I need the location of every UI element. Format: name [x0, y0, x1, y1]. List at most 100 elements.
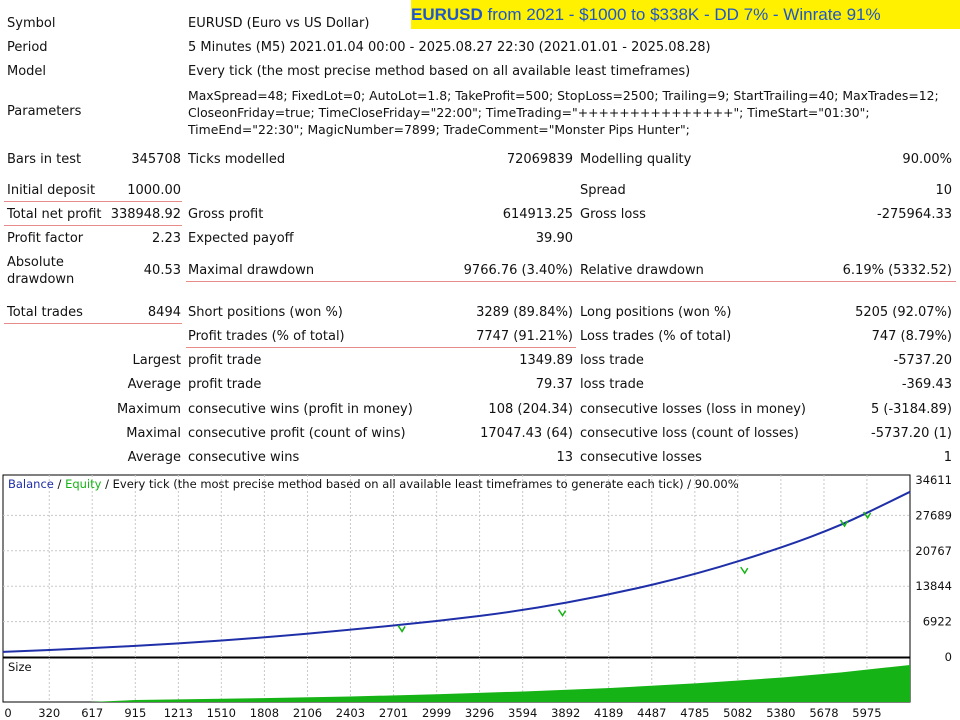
- equity-dip: [557, 609, 567, 617]
- maximum-label: Maximum: [116, 402, 181, 417]
- deposit-value: 1000.00: [127, 183, 181, 198]
- x-tick-label: 4189: [594, 706, 623, 720]
- x-tick-label: 0: [4, 706, 11, 720]
- short-positions-label: Short positions (won %): [188, 305, 343, 320]
- x-tick-label: 2999: [422, 706, 451, 720]
- y-tick-label: 6922: [923, 615, 952, 629]
- average-consecutive-wins-label: consecutive wins: [188, 450, 300, 465]
- gross-profit-value: 614913.25: [502, 207, 573, 222]
- x-tick-label: 5678: [809, 706, 838, 720]
- x-tick-label: 3296: [465, 706, 494, 720]
- parameters-line-3: TimeEnd="22:30"; MagicNumber=7899; Trade…: [188, 122, 690, 137]
- legend-balance: Balance: [8, 477, 54, 491]
- y-tick-label: 13844: [915, 579, 952, 593]
- profit-factor-value: 2.23: [152, 231, 181, 246]
- parameters-line-2: CloseonFriday=true; TimeCloseFriday="22:…: [188, 105, 870, 120]
- x-tick-label: 5975: [852, 706, 881, 720]
- parameters-label: Parameters: [7, 104, 82, 119]
- banner-symbol: EURUSD: [411, 5, 483, 24]
- absolute-drawdown-value: 40.53: [143, 263, 181, 278]
- chart-legend: Balance / Equity / Every tick (the most …: [8, 477, 739, 491]
- maximal-consecutive-loss-value: -5737.20 (1): [871, 426, 952, 441]
- bars-value: 345708: [131, 152, 181, 167]
- period-label: Period: [7, 40, 48, 55]
- net-profit-value: 338948.92: [110, 207, 181, 222]
- drawdown-underline: [186, 281, 956, 282]
- average-loss-value: -369.43: [901, 377, 952, 392]
- period-value: 5 Minutes (M5) 2021.01.04 00:00 - 2025.0…: [188, 40, 711, 55]
- long-positions-label: Long positions (won %): [580, 305, 732, 320]
- ticks-label: Ticks modelled: [188, 152, 286, 167]
- deposit-underline: [4, 201, 182, 202]
- x-tick-label: 2403: [336, 706, 365, 720]
- deposit-label: Initial deposit: [7, 183, 96, 198]
- size-area: [3, 664, 910, 702]
- maximal-consecutive-profit-label: consecutive profit (count of wins): [188, 426, 406, 441]
- total-trades-underline: [4, 323, 182, 324]
- x-tick-label: 915: [124, 706, 146, 720]
- title-banner: EURUSD from 2021 - $1000 to $338K - DD 7…: [411, 0, 960, 29]
- y-tick-label: 27689: [915, 508, 952, 522]
- equity-dip: [397, 625, 406, 633]
- x-tick-label: 4785: [680, 706, 709, 720]
- y-tick-label: 20767: [915, 544, 952, 558]
- net-profit-label: Total net profit: [7, 207, 102, 222]
- largest-profit-label: profit trade: [188, 353, 262, 368]
- chart-lines: [2, 490, 911, 653]
- average-label: Average: [127, 377, 181, 392]
- maximal-drawdown-label: Maximal drawdown: [188, 263, 315, 278]
- expected-payoff-value: 39.90: [535, 231, 573, 246]
- maximal-consecutive-profit-value: 17047.43 (64): [480, 426, 573, 441]
- legend-separator: /: [54, 477, 65, 491]
- y-tick-label: 34611: [915, 473, 952, 487]
- legend-description: / Every tick (the most precise method ba…: [101, 477, 738, 491]
- absolute-drawdown-label-1: Absolute: [7, 255, 64, 270]
- x-tick-label: 617: [81, 706, 103, 720]
- x-tick-label: 5082: [723, 706, 752, 720]
- average-consecutive-label: Average: [127, 450, 181, 465]
- y-axis-labels: 34611 27689 20767 13844 6922 0: [915, 473, 952, 664]
- maximal-drawdown-value: 9766.76 (3.40%): [463, 263, 573, 278]
- equity-dip: [740, 566, 749, 575]
- relative-drawdown-label: Relative drawdown: [580, 263, 704, 278]
- spread-value: 10: [935, 183, 952, 198]
- bars-label: Bars in test: [7, 152, 82, 167]
- average-profit-value: 79.37: [535, 377, 573, 392]
- model-value: Every tick (the most precise method base…: [188, 64, 691, 79]
- largest-loss-label: loss trade: [580, 353, 644, 368]
- absolute-drawdown-label-2: drawdown: [7, 272, 75, 287]
- symbol-value: EURUSD (Euro vs US Dollar): [188, 16, 370, 31]
- maximal-consecutive-loss-label: consecutive loss (count of losses): [580, 426, 799, 441]
- profit-trades-value: 7747 (91.21%): [476, 329, 573, 344]
- max-consecutive-wins-label: consecutive wins (profit in money): [188, 402, 413, 417]
- average-consecutive-wins-value: 13: [556, 450, 573, 465]
- profit-trades-underline: [186, 347, 576, 348]
- average-consecutive-losses-value: 1: [943, 450, 952, 465]
- x-tick-label: 4487: [637, 706, 666, 720]
- balance-line: [2, 490, 911, 653]
- symbol-label: Symbol: [7, 16, 56, 31]
- total-trades-value: 8494: [147, 305, 181, 320]
- equity-dip: [863, 511, 872, 520]
- relative-drawdown-value: 6.19% (5332.52): [842, 263, 952, 278]
- ticks-value: 72069839: [506, 152, 573, 167]
- y-tick-label: 0: [945, 650, 952, 664]
- x-axis-labels: 0 320 617 915 1213 1510 1808 2106 2403 2701 2999 32…: [4, 706, 881, 720]
- average-loss-label: loss trade: [580, 377, 644, 392]
- gross-loss-value: -275964.33: [877, 207, 952, 222]
- x-tick-label: 3594: [508, 706, 537, 720]
- loss-trades-value: 747 (8.79%): [871, 329, 952, 344]
- x-tick-label: 2106: [293, 706, 322, 720]
- profit-factor-label: Profit factor: [7, 231, 84, 246]
- maximal-label: Maximal: [126, 426, 181, 441]
- size-area-group: [3, 664, 910, 702]
- x-tick-label: 2701: [379, 706, 408, 720]
- balance-chart: 34611 27689 20767 13844 6922 0 0 320 617 915 1213…: [2, 473, 952, 720]
- average-profit-label: profit trade: [188, 377, 262, 392]
- average-consecutive-losses-label: consecutive losses: [580, 450, 702, 465]
- parameters-line-1: MaxSpread=48; FixedLot=0; AutoLot=1.8; T…: [188, 88, 939, 103]
- gross-profit-label: Gross profit: [188, 207, 264, 222]
- equity-dip: [839, 519, 849, 528]
- x-tick-label: 1808: [250, 706, 279, 720]
- max-consecutive-wins-value: 108 (204.34): [488, 402, 573, 417]
